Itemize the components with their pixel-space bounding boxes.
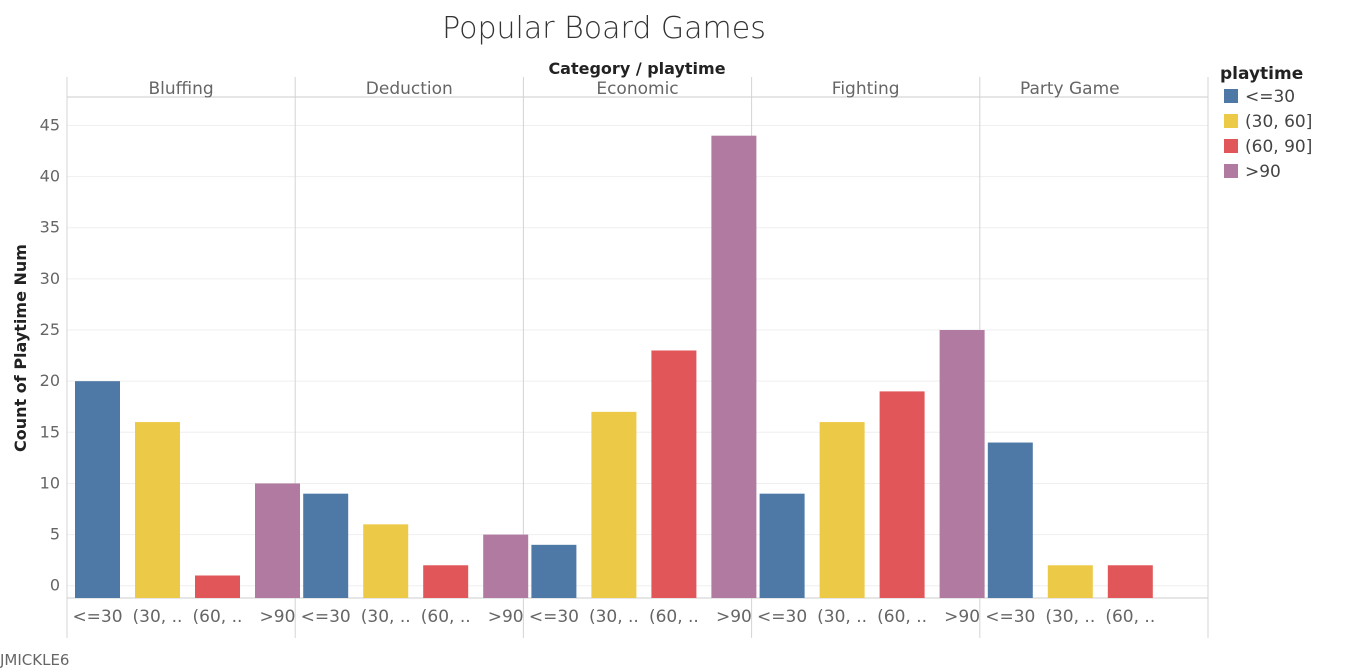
x-tick-label: (60, .. — [649, 607, 699, 627]
bar — [303, 493, 349, 598]
legend: playtime <=30 (30, 60] (60, 90] >90 — [1220, 64, 1312, 182]
legend-label: (30, 60] — [1245, 112, 1312, 132]
chart-title: Popular Board Games — [442, 11, 766, 46]
x-tick-label: (30, .. — [1045, 607, 1095, 627]
bar — [1047, 565, 1093, 598]
legend-label: <=30 — [1245, 87, 1295, 107]
bar — [423, 565, 469, 598]
x-tick-label: (30, .. — [361, 607, 411, 627]
footer-credit: JMICKLE6 — [0, 651, 69, 669]
panel-bluffing: Bluffing <=30 (30, .. (60, .. >90 — [72, 79, 300, 627]
x-tick-label: (60, .. — [1105, 607, 1155, 627]
bar — [819, 422, 865, 598]
y-tick-label: 15 — [40, 422, 60, 441]
bar — [255, 483, 300, 598]
bar — [711, 135, 757, 599]
x-tick-label: (60, .. — [877, 607, 927, 627]
x-tick-label: (30, .. — [133, 607, 183, 627]
panel-economic: Economic <=30 (30, .. (60, .. >90 — [529, 79, 757, 627]
x-tick-label: (60, .. — [421, 607, 471, 627]
bar — [363, 524, 409, 598]
x-tick-label: (30, .. — [817, 607, 867, 627]
bar — [135, 422, 180, 598]
y-tick-label: 35 — [40, 218, 60, 237]
legend-swatch — [1224, 114, 1238, 128]
plot-area: 0 5 10 15 20 25 30 35 40 45 Bluffing <=30 (30, .. (60… — [40, 77, 1209, 638]
x-tick-label: >90 — [716, 607, 752, 627]
x-tick-label: >90 — [944, 607, 980, 627]
x-tick-label: (60, .. — [193, 607, 243, 627]
x-tick-label: <=30 — [985, 607, 1035, 627]
panel-header: Economic — [596, 79, 678, 99]
y-axis-title: Count of Playtime Num — [11, 244, 30, 452]
y-tick-label: 5 — [50, 525, 60, 544]
y-tick-label: 40 — [40, 167, 60, 186]
x-tick-label: (30, .. — [589, 607, 639, 627]
panel-party-game: Party Game <=30 (30, .. (60, .. — [985, 79, 1155, 627]
x-tick-label: >90 — [488, 607, 524, 627]
y-tick-label: 10 — [40, 473, 60, 492]
bar — [195, 575, 240, 598]
bar — [75, 381, 120, 598]
bar — [879, 391, 925, 598]
panel-header: Deduction — [366, 79, 453, 99]
bar — [759, 493, 805, 598]
x-tick-label: >90 — [260, 607, 296, 627]
bar — [939, 330, 985, 598]
legend-label: >90 — [1245, 162, 1281, 182]
x-tick-label: <=30 — [529, 607, 579, 627]
column-header: Category / playtime — [548, 59, 725, 78]
legend-swatch — [1224, 164, 1238, 178]
bar — [531, 544, 577, 598]
x-tick-label: <=30 — [757, 607, 807, 627]
y-tick-label: 45 — [40, 115, 60, 134]
legend-label: (60, 90] — [1245, 137, 1312, 157]
bar — [483, 534, 529, 598]
x-tick-label: <=30 — [72, 607, 122, 627]
panel-header: Fighting — [832, 79, 900, 99]
y-tick-label: 20 — [40, 371, 60, 390]
bar — [1107, 565, 1153, 598]
bar — [987, 442, 1033, 598]
y-tick-label: 25 — [40, 320, 60, 339]
y-tick-label: 0 — [50, 576, 60, 595]
bar — [651, 350, 697, 598]
y-tick-label: 30 — [40, 269, 60, 288]
panel-fighting: Fighting <=30 (30, .. (60, .. >90 — [757, 79, 985, 627]
legend-swatch — [1224, 139, 1238, 153]
x-tick-label: <=30 — [301, 607, 351, 627]
bar — [591, 411, 637, 598]
legend-swatch — [1224, 89, 1238, 103]
panel-header: Bluffing — [149, 79, 214, 99]
legend-title: playtime — [1220, 64, 1303, 84]
panel-deduction: Deduction <=30 (30, .. (60, .. >90 — [301, 79, 529, 627]
panel-header: Party Game — [1020, 79, 1120, 99]
